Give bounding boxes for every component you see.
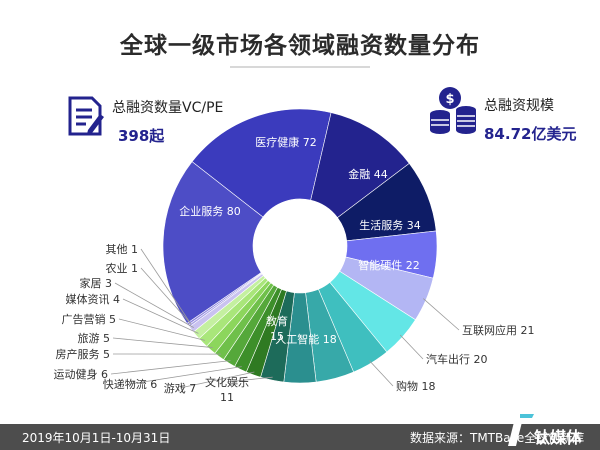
total-deals-stat: 总融资数量VC/PE 398起 (112, 97, 223, 146)
leader-互联网应用 (423, 298, 460, 331)
leader-媒体资讯 (122, 298, 199, 334)
leader-游戏 (179, 371, 255, 389)
total-amount-value: 84.72亿美元 (484, 125, 577, 143)
label-快递物流: 快递物流 6 (103, 377, 158, 391)
leader-购物 (369, 360, 394, 387)
coin-stack-icon: $ (430, 87, 476, 134)
label-金融: 金融 44 (348, 167, 388, 181)
svg-text:$: $ (445, 92, 454, 107)
total-deals-value: 398起 (118, 127, 165, 145)
label-互联网应用: 互联网应用 21 (462, 323, 535, 337)
label-广告营销: 广告营销 5 (62, 312, 117, 326)
footer-date-range: 2019年10月1日-10月31日 (22, 431, 171, 445)
leader-广告营销 (118, 318, 205, 341)
label-农业: 农业 1 (106, 261, 139, 275)
label-房产服务: 房产服务 5 (56, 347, 111, 361)
label-汽车出行: 汽车出行 20 (426, 352, 488, 366)
leader-旅游 (112, 337, 213, 348)
document-icon (68, 96, 104, 136)
leader-汽车出行 (399, 334, 424, 360)
total-amount-label: 总融资规模 (484, 98, 554, 114)
leader-农业 (140, 267, 192, 325)
label-家居: 家居 3 (80, 276, 113, 290)
footer-source: 数据来源：TMTBase全球创新库 (410, 431, 585, 445)
chart-slices (162, 108, 438, 384)
label-旅游: 旅游 5 (78, 331, 111, 345)
chart-leader-lines (110, 248, 460, 389)
title-divider (230, 66, 370, 68)
chart-labels: 医疗健康 72 金融 44 生活服务 34 智能硬件 22 互联网应用 21 汽车出行 2… (54, 135, 535, 404)
label-智能硬件: 智能硬件 22 (358, 258, 420, 272)
label-游戏: 游戏 7 (164, 382, 197, 395)
brand-logo: 钛媒体 (498, 402, 598, 448)
leader-文化娱乐 (226, 376, 273, 383)
label-其他: 其他 1 (106, 243, 139, 256)
brand-name: 钛媒体 (534, 428, 583, 447)
leader-运动健身 (110, 360, 231, 375)
label-教育: 教育 15 (266, 314, 288, 343)
label-文化娱乐: 文化娱乐 11 (205, 375, 249, 404)
slice-医疗健康 (191, 108, 332, 218)
leader-其他 (140, 248, 191, 323)
label-医疗健康: 医疗健康 72 (255, 135, 317, 149)
total-deals-label: 总融资数量VC/PE (112, 100, 224, 116)
label-购物: 购物 18 (396, 379, 436, 393)
leader-家居 (114, 282, 194, 328)
slice-企业服务 (162, 161, 264, 324)
label-企业服务: 企业服务 80 (179, 204, 241, 218)
page-title: 全球一级市场各领域融资数量分布 (120, 33, 480, 59)
leader-快递物流 (129, 366, 242, 385)
total-amount-stat: 总融资规模 84.72亿美元 (484, 95, 576, 144)
footer-bar: 2019年10月1日-10月31日 数据来源：TMTBase全球创新库 (0, 424, 600, 450)
label-运动健身: 运动健身 6 (54, 367, 109, 381)
label-媒体资讯: 媒体资讯 4 (66, 292, 121, 306)
brand-logo-icon (502, 414, 534, 446)
label-人工智能: 人工智能 18 (275, 332, 337, 346)
label-生活服务: 生活服务 34 (359, 218, 421, 232)
